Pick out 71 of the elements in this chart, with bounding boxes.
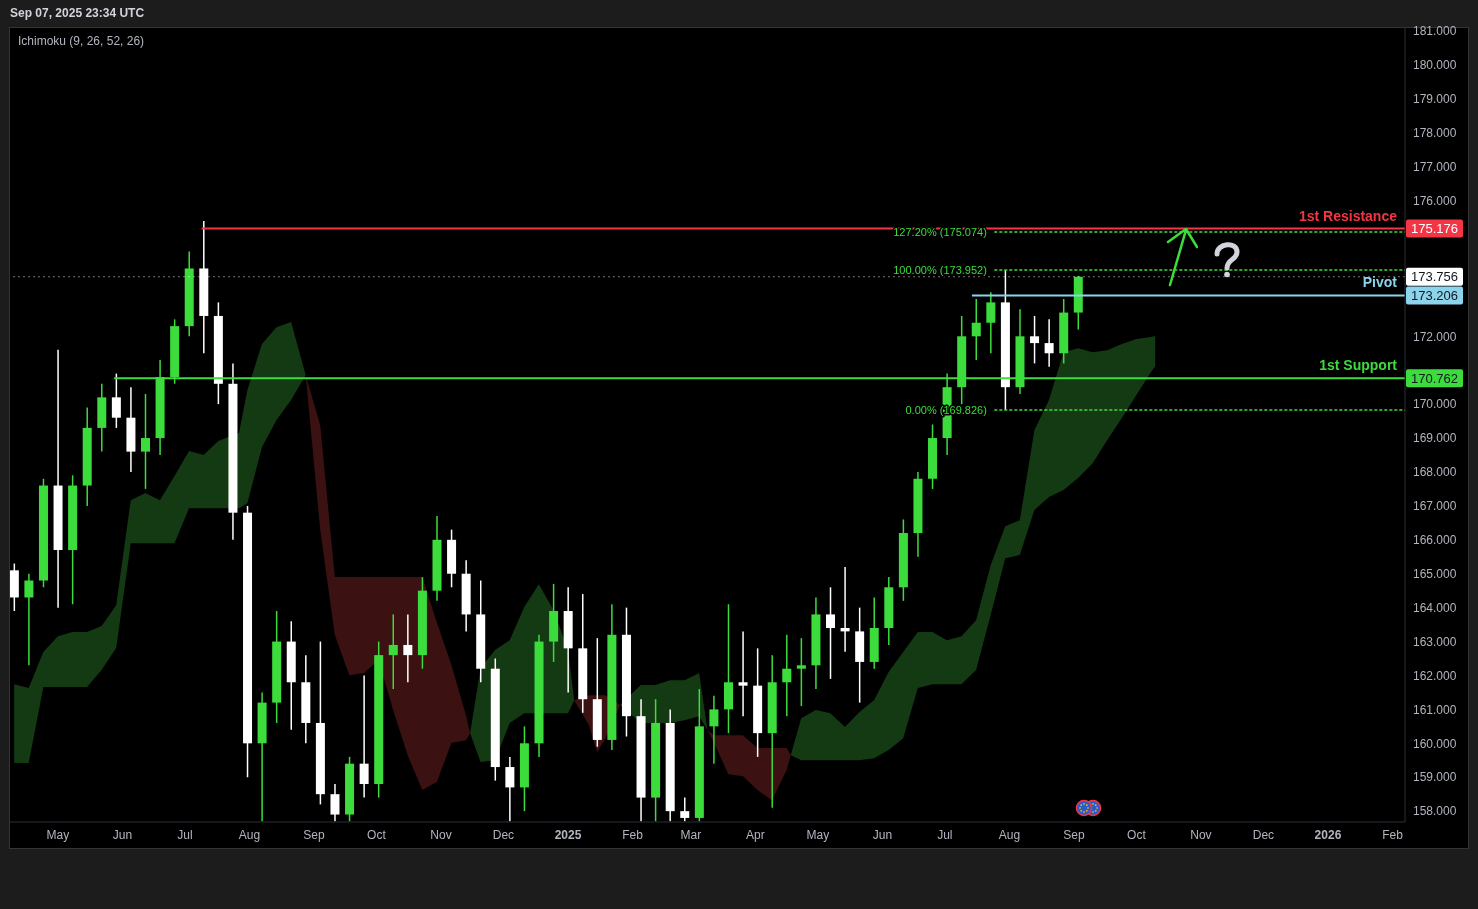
x-tick-label: Jul: [177, 827, 193, 842]
candlestick: [709, 695, 719, 765]
candlestick: [986, 291, 996, 355]
y-tick-label: 178.000: [1413, 126, 1457, 141]
candlestick: [796, 637, 806, 707]
candlestick: [359, 674, 369, 799]
y-tick-label: 163.000: [1413, 634, 1457, 649]
y-tick-label: 165.000: [1413, 566, 1457, 581]
y-tick-label: 167.000: [1413, 499, 1457, 514]
x-tick-label: Feb: [1382, 827, 1404, 842]
x-tick-label: Aug: [238, 827, 261, 842]
x-tick-label: May: [46, 827, 70, 842]
y-tick-label: 168.000: [1413, 465, 1457, 480]
candlestick: [24, 572, 34, 667]
y-tick-label: 158.000: [1413, 804, 1457, 819]
candlestick: [826, 586, 836, 680]
candlestick: [330, 783, 340, 822]
candlestick: [403, 613, 413, 684]
candlestick: [738, 630, 748, 717]
y-tick-label: 180.000: [1413, 58, 1457, 73]
y-tick-label: 162.000: [1413, 668, 1457, 683]
y-tick-label: 170.762: [1411, 370, 1458, 386]
text: Sep 07, 2025 23:34 UTC: [10, 6, 145, 20]
x-tick-label: Jul: [937, 827, 953, 842]
y-tick-label: 173.756: [1411, 269, 1458, 285]
y-tick-label: 159.000: [1413, 770, 1457, 785]
x-tick-label: Mar: [680, 827, 702, 842]
candlestick: [971, 298, 981, 361]
y-tick-label: 169.000: [1413, 431, 1457, 446]
x-tick-label: Apr: [746, 827, 765, 842]
y-tick-label: 181.000: [1413, 24, 1457, 39]
candlestick: [680, 796, 690, 822]
x-tick-label: Sep: [303, 827, 325, 842]
annotation: 100.00% (173.952): [893, 264, 987, 277]
x-tick-label: Sep: [1063, 827, 1085, 842]
x-tick-label: 2025: [554, 827, 582, 842]
x-tick-label: May: [806, 827, 830, 842]
x-tick-label: Dec: [1252, 827, 1275, 842]
y-tick-label: 175.176: [1411, 221, 1458, 237]
y-tick-label: 173.206: [1411, 288, 1458, 304]
x-tick-label: Aug: [998, 827, 1021, 842]
annotation: 127.20% (175.074): [893, 226, 987, 239]
y-tick-label: 161.000: [1413, 702, 1457, 717]
y-tick-label: 164.000: [1413, 600, 1457, 615]
x-tick-label: Jun: [112, 827, 133, 842]
candlestick: [111, 372, 121, 429]
candlestick: [1044, 318, 1054, 368]
x-tick-label: Nov: [430, 827, 452, 842]
series-label: 1st Support: [1319, 357, 1398, 374]
x-tick-label: Feb: [622, 827, 644, 842]
candlestick: [141, 393, 150, 490]
annotation: Ichimoku (9, 26, 52, 26): [18, 34, 145, 48]
x-tick-label: 2026: [1314, 827, 1342, 842]
x-tick-label: Dec: [492, 827, 515, 842]
y-tick-label: 176.000: [1413, 193, 1457, 208]
candlestick: [1030, 315, 1040, 365]
series-label: Pivot: [1362, 274, 1398, 291]
y-tick-label: 166.000: [1413, 533, 1457, 548]
candlestick: [505, 756, 515, 822]
y-tick-label: 177.000: [1413, 159, 1457, 174]
y-tick-label: 160.000: [1413, 736, 1457, 751]
x-tick-label: Nov: [1190, 827, 1212, 842]
y-tick-label: 179.000: [1413, 92, 1457, 107]
x-tick-label: Oct: [367, 827, 387, 842]
series-label: 1st Resistance: [1298, 207, 1398, 224]
candlestick: [388, 613, 398, 690]
candlestick: [782, 634, 792, 717]
x-tick-label: Oct: [1127, 827, 1147, 842]
y-tick-label: 172.000: [1413, 329, 1457, 344]
y-tick-label: 170.000: [1413, 397, 1457, 412]
x-tick-label: Jun: [872, 827, 893, 842]
